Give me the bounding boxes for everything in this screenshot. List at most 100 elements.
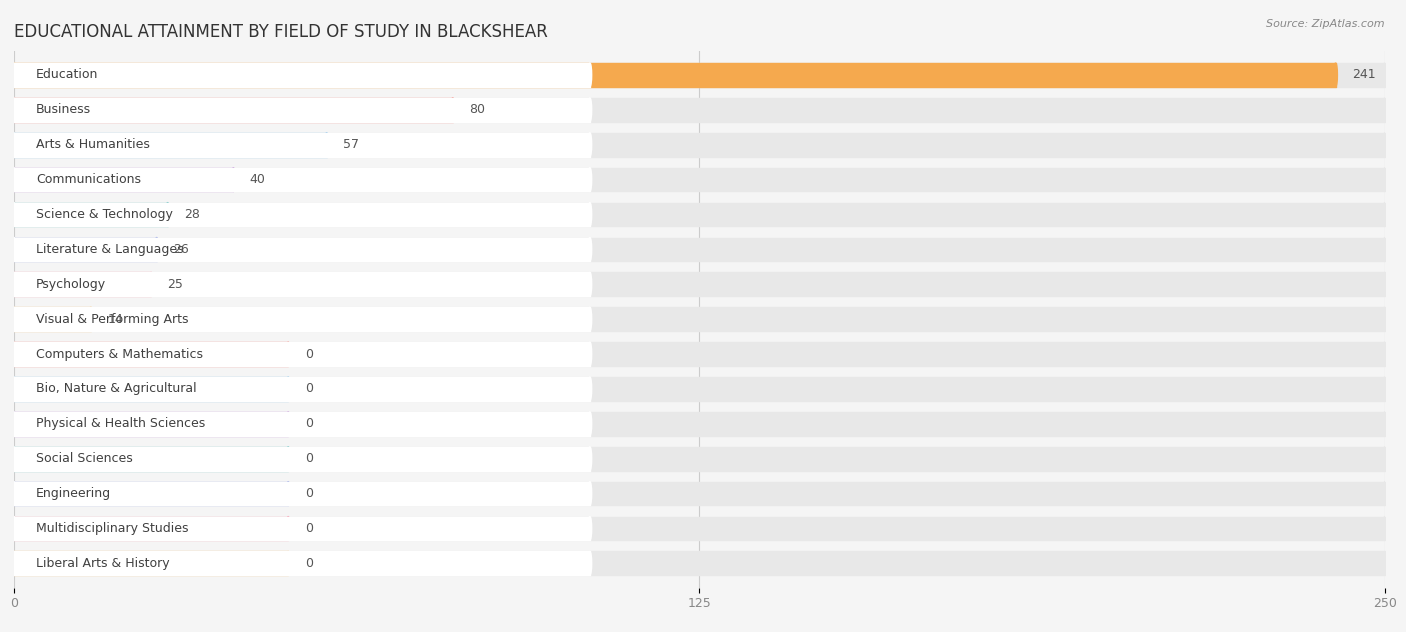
Circle shape (13, 482, 15, 506)
Text: Psychology: Psychology (37, 278, 105, 291)
Circle shape (13, 482, 15, 506)
Circle shape (13, 167, 15, 191)
Circle shape (1384, 342, 1386, 366)
Circle shape (588, 238, 592, 261)
Text: Science & Technology: Science & Technology (37, 208, 173, 221)
Circle shape (1384, 482, 1386, 506)
Text: Business: Business (37, 104, 91, 116)
Text: 25: 25 (167, 278, 183, 291)
Circle shape (325, 133, 329, 157)
Circle shape (13, 516, 15, 540)
Circle shape (13, 412, 15, 435)
Circle shape (13, 133, 15, 157)
Text: Multidisciplinary Studies: Multidisciplinary Studies (37, 522, 188, 535)
Text: Bio, Nature & Agricultural: Bio, Nature & Agricultural (37, 382, 197, 396)
Circle shape (13, 552, 15, 575)
Text: 28: 28 (184, 208, 200, 221)
Circle shape (166, 203, 170, 226)
Circle shape (13, 63, 15, 87)
Circle shape (13, 342, 15, 366)
Text: Liberal Arts & History: Liberal Arts & History (37, 557, 170, 570)
Circle shape (13, 133, 15, 157)
Circle shape (588, 307, 592, 331)
Text: 57: 57 (343, 138, 359, 151)
Circle shape (13, 272, 15, 296)
Circle shape (13, 272, 15, 296)
Circle shape (13, 342, 15, 366)
Circle shape (588, 377, 592, 401)
Circle shape (588, 203, 592, 226)
Circle shape (588, 412, 592, 435)
Text: Engineering: Engineering (37, 487, 111, 500)
Circle shape (13, 167, 15, 191)
Circle shape (1384, 307, 1386, 331)
Text: 80: 80 (470, 104, 485, 116)
Circle shape (89, 307, 93, 331)
Circle shape (13, 63, 15, 87)
Text: 40: 40 (250, 173, 266, 186)
Circle shape (1384, 203, 1386, 226)
Circle shape (13, 552, 15, 575)
Circle shape (1384, 133, 1386, 157)
Circle shape (1384, 167, 1386, 191)
Circle shape (13, 238, 15, 261)
Circle shape (588, 552, 592, 575)
Text: Communications: Communications (37, 173, 141, 186)
Circle shape (588, 447, 592, 471)
Circle shape (1384, 98, 1386, 122)
Circle shape (13, 63, 15, 87)
Circle shape (149, 272, 153, 296)
Circle shape (155, 238, 159, 261)
Circle shape (588, 133, 592, 157)
Text: 0: 0 (305, 417, 312, 430)
Circle shape (232, 167, 235, 191)
Circle shape (1334, 63, 1337, 87)
Circle shape (588, 63, 592, 87)
Text: 0: 0 (305, 452, 312, 465)
Circle shape (451, 98, 454, 122)
Circle shape (13, 307, 15, 331)
Circle shape (287, 482, 290, 506)
Circle shape (13, 482, 15, 506)
Circle shape (1384, 272, 1386, 296)
Text: Computers & Mathematics: Computers & Mathematics (37, 348, 202, 360)
Text: 0: 0 (305, 522, 312, 535)
Circle shape (287, 342, 290, 366)
Circle shape (588, 272, 592, 296)
Circle shape (13, 272, 15, 296)
Text: 0: 0 (305, 557, 312, 570)
Circle shape (13, 412, 15, 435)
Text: Social Sciences: Social Sciences (37, 452, 132, 465)
Circle shape (13, 203, 15, 226)
Text: Physical & Health Sciences: Physical & Health Sciences (37, 417, 205, 430)
Text: 0: 0 (305, 348, 312, 360)
Circle shape (588, 482, 592, 506)
Circle shape (13, 377, 15, 401)
Circle shape (13, 447, 15, 471)
Circle shape (13, 98, 15, 122)
Text: Visual & Performing Arts: Visual & Performing Arts (37, 313, 188, 325)
Circle shape (1384, 447, 1386, 471)
Circle shape (13, 307, 15, 331)
Text: 241: 241 (1353, 68, 1375, 82)
Circle shape (13, 167, 15, 191)
Circle shape (1384, 63, 1386, 87)
Circle shape (588, 342, 592, 366)
Circle shape (13, 98, 15, 122)
Circle shape (13, 203, 15, 226)
Circle shape (13, 203, 15, 226)
Circle shape (13, 98, 15, 122)
Text: 0: 0 (305, 382, 312, 396)
Circle shape (1384, 516, 1386, 540)
Circle shape (1384, 377, 1386, 401)
Circle shape (13, 447, 15, 471)
Circle shape (13, 412, 15, 435)
Text: Source: ZipAtlas.com: Source: ZipAtlas.com (1267, 19, 1385, 29)
Circle shape (287, 412, 290, 435)
Circle shape (13, 307, 15, 331)
Text: 0: 0 (305, 487, 312, 500)
Circle shape (287, 552, 290, 575)
Circle shape (287, 516, 290, 540)
Circle shape (588, 167, 592, 191)
Circle shape (13, 552, 15, 575)
